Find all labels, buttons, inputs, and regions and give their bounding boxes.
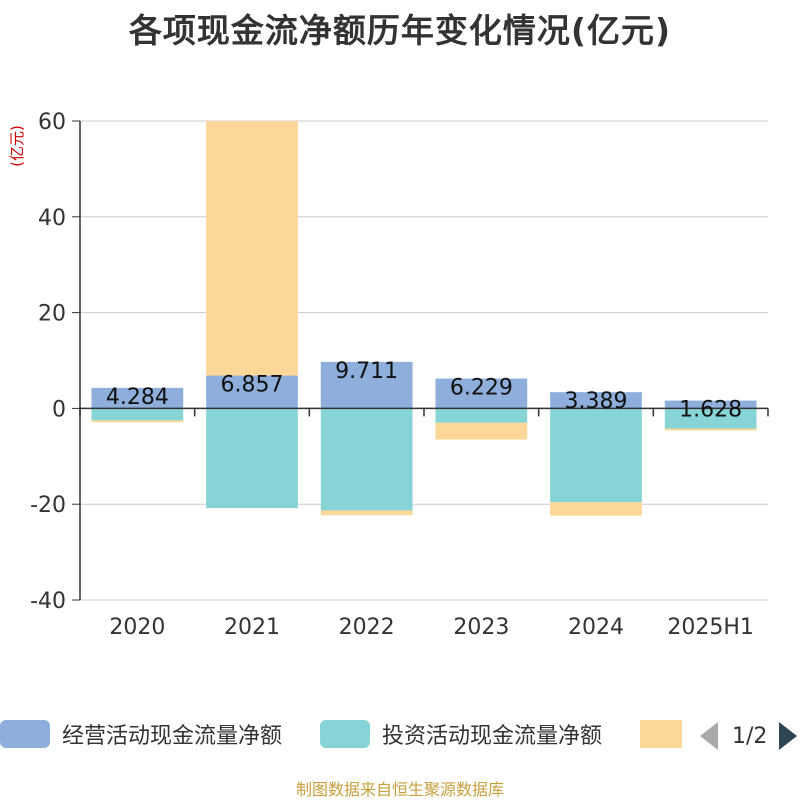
y-tick-label: -40 xyxy=(30,589,66,614)
legend-swatch-third-series xyxy=(640,720,682,748)
bar-series-2 xyxy=(91,420,184,423)
data-label: 3.389 xyxy=(565,389,628,414)
pager-page-text: 1/2 xyxy=(732,723,768,749)
legend: 经营活动现金流量净额 投资活动现金流量净额 1/2 xyxy=(0,716,800,756)
legend-swatch-investing xyxy=(320,720,370,748)
y-axis-label: (亿元) xyxy=(8,125,26,167)
bar-series-1 xyxy=(320,408,413,511)
bar-series-1 xyxy=(550,408,642,503)
bar-series-2 xyxy=(320,510,413,516)
bar-series-1 xyxy=(91,408,184,421)
legend-swatch-operating xyxy=(0,720,50,748)
legend-pager: 1/2 xyxy=(700,718,798,754)
x-tick-label: 2021 xyxy=(224,615,280,640)
y-tick-label: 60 xyxy=(38,110,66,135)
bar-series-1 xyxy=(664,408,757,429)
bar-series-0 xyxy=(664,400,757,409)
pager-prev-icon[interactable] xyxy=(700,722,718,750)
source-footer: 制图数据来自恒生聚源数据库 xyxy=(295,780,504,799)
y-tick-label: 0 xyxy=(52,397,66,422)
data-label: 1.628 xyxy=(679,398,742,423)
bar-series-2 xyxy=(664,428,757,431)
legend-label-operating: 经营活动现金流量净额 xyxy=(62,724,283,749)
data-label: 6.857 xyxy=(221,373,284,398)
y-tick-label: 20 xyxy=(38,302,66,327)
bar-series-1 xyxy=(206,408,298,509)
y-tick-label: -20 xyxy=(30,493,66,518)
x-tick-label: 2022 xyxy=(339,615,395,640)
data-label: 9.711 xyxy=(335,359,398,384)
bar-series-2 xyxy=(206,121,298,376)
x-tick-label: 2020 xyxy=(109,615,165,640)
bar-series-0 xyxy=(550,392,642,409)
bar-chart: -40 -20 0 20 40 60 (亿元) 2020 2021 2022 2023 2024 202… xyxy=(8,110,769,640)
legend-item-third-series[interactable] xyxy=(640,716,682,752)
bar-series-0 xyxy=(91,387,184,409)
y-tick-label: 40 xyxy=(38,206,66,231)
x-tick-label: 2023 xyxy=(453,615,509,640)
legend-item-operating[interactable]: 经营活动现金流量净额 xyxy=(0,716,282,752)
x-tick-label: 2025H1 xyxy=(667,615,754,640)
chart-title: 各项现金流净额历年变化情况(亿元) xyxy=(128,11,672,50)
legend-label-investing: 投资活动现金流量净额 xyxy=(382,724,603,749)
pager-next-icon[interactable] xyxy=(779,722,798,750)
bar-series-0 xyxy=(435,378,528,409)
bar-series-2 xyxy=(435,422,528,440)
bar-series-2 xyxy=(550,502,642,516)
data-label: 4.284 xyxy=(106,385,169,410)
bar-series-0 xyxy=(206,375,298,409)
bar-series-1 xyxy=(435,408,528,423)
legend-item-investing[interactable]: 投资活动现金流量净额 xyxy=(320,716,602,752)
bar-series-0 xyxy=(320,361,413,409)
x-tick-label: 2024 xyxy=(568,615,624,640)
data-label: 6.229 xyxy=(450,376,513,401)
